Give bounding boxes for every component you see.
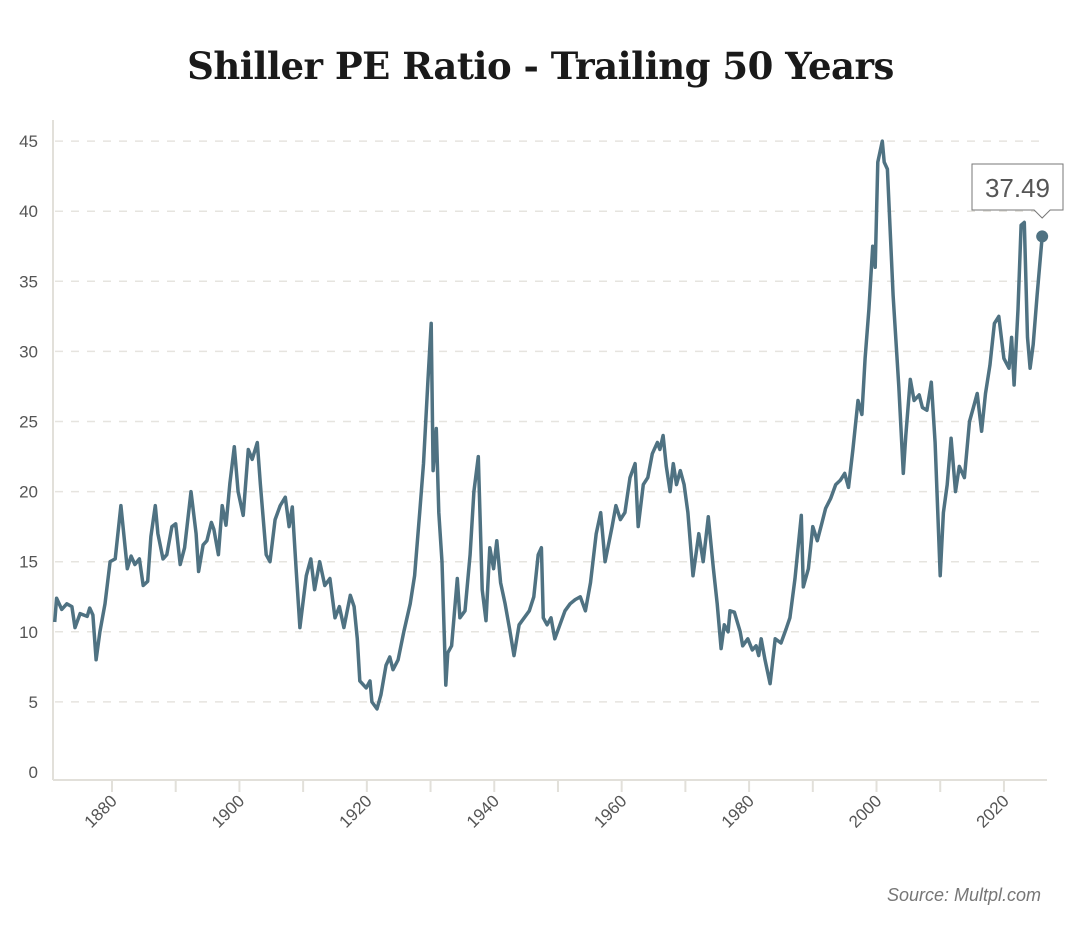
- y-tick-label: 0: [29, 763, 38, 782]
- y-tick-label: 30: [19, 342, 38, 361]
- y-tick-label: 10: [19, 623, 38, 642]
- y-tick-label: 40: [19, 202, 38, 221]
- x-tick-label: 1980: [718, 791, 758, 831]
- x-tick-label: 1920: [335, 791, 375, 831]
- last-value-dot[interactable]: [1036, 230, 1049, 243]
- x-tick-label: 1900: [208, 791, 248, 831]
- value-tooltip: 37.49: [971, 163, 1064, 219]
- gridlines: [55, 140, 1047, 703]
- y-tick-label: 5: [29, 693, 38, 712]
- y-tick-label: 15: [19, 553, 38, 572]
- y-tick-label: 35: [19, 272, 38, 291]
- tooltip-value: 37.49: [985, 173, 1050, 203]
- series-line: [52, 139, 1044, 711]
- x-tick-label: 1940: [463, 791, 503, 831]
- y-tick-label: 25: [19, 413, 38, 432]
- x-tick-label: 1960: [590, 791, 630, 831]
- y-tick-label: 45: [19, 132, 38, 151]
- x-tick-label: 1880: [81, 791, 121, 831]
- chart-title: Shiller PE Ratio - Trailing 50 Years: [187, 44, 894, 88]
- x-tick-label: 2000: [845, 791, 885, 831]
- source-note: Source: Multpl.com: [886, 885, 1041, 905]
- y-tick-label: 20: [19, 483, 38, 502]
- x-tick-label: 2020: [973, 791, 1013, 831]
- tooltip-box: [971, 163, 1064, 219]
- y-axis-ticks: 0 5 10 15 20 25 30 35 40 45: [19, 132, 38, 782]
- x-axis-ticks: 1880 1900 1920 1940 1960 1980 2000 2020: [81, 780, 1013, 832]
